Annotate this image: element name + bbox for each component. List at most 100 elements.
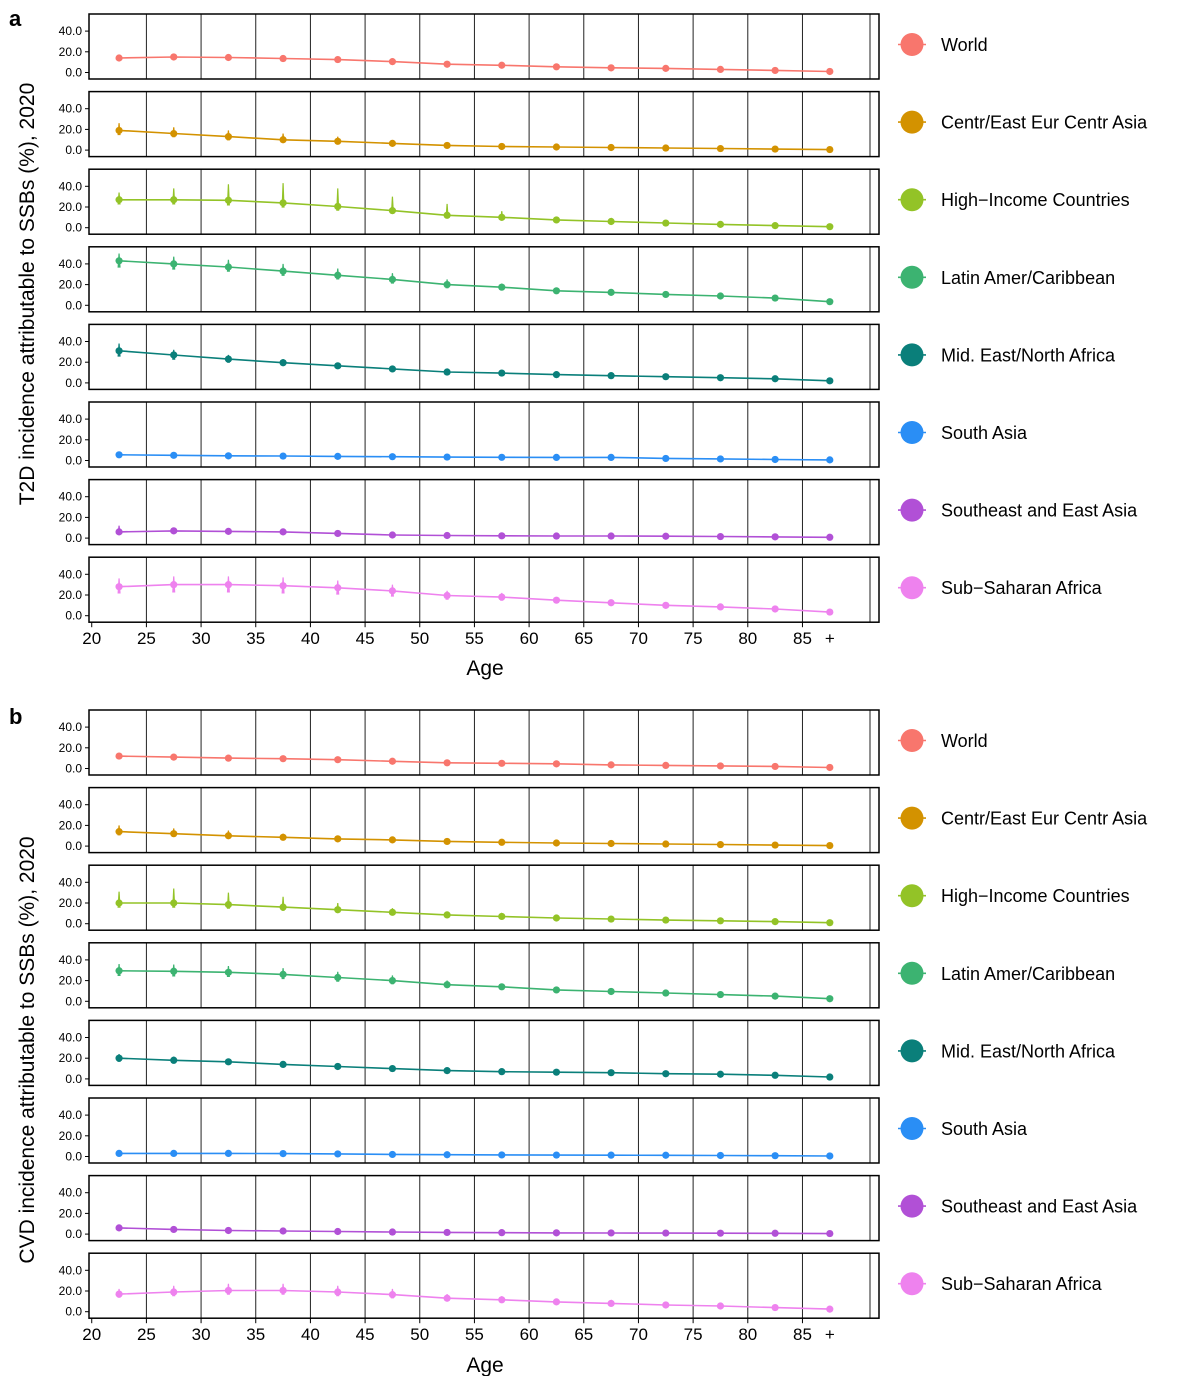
legend-label: High−Income Countries <box>941 190 1130 210</box>
facet-frame <box>88 864 880 931</box>
y-tick-label: 0.0 <box>65 839 82 853</box>
facet-a-4: 0.0 20.0 40.0 Mid. East/North Africa <box>59 323 1116 391</box>
data-point <box>552 596 561 604</box>
data-point <box>716 840 725 849</box>
y-tick-label: 20.0 <box>59 741 83 755</box>
x-axis-title-a: Age <box>466 657 503 680</box>
data-point <box>607 217 615 226</box>
legend-key <box>900 110 924 134</box>
data-point <box>115 1054 123 1062</box>
x-tick-label: 85 <box>793 629 812 648</box>
data-point <box>826 533 834 541</box>
data-point <box>498 213 506 221</box>
data-point <box>552 1298 561 1306</box>
data-point <box>224 133 233 141</box>
y-tick-label: 0.0 <box>65 531 82 545</box>
data-point <box>334 584 342 592</box>
data-point <box>771 1152 779 1160</box>
legend-label: World <box>941 35 988 55</box>
data-point <box>170 351 178 359</box>
x-tick-label: + <box>825 629 835 648</box>
data-point <box>115 528 123 536</box>
data-point <box>552 453 561 461</box>
data-point <box>771 605 779 613</box>
data-point <box>662 532 670 540</box>
data-point <box>826 298 834 306</box>
data-point <box>443 837 451 846</box>
data-point <box>170 196 178 204</box>
data-point <box>443 211 451 219</box>
legend-label: Southeast and East Asia <box>941 1197 1138 1217</box>
data-point <box>388 1228 397 1236</box>
data-point <box>443 759 451 767</box>
data-point <box>279 1227 287 1235</box>
y-tick-label: 40.0 <box>59 798 83 812</box>
legend-key <box>900 421 924 444</box>
y-tick-label: 20.0 <box>59 278 83 292</box>
data-point <box>388 275 397 284</box>
series-line <box>119 830 830 847</box>
data-point <box>224 832 233 840</box>
data-point <box>607 761 615 769</box>
data-point <box>826 1073 834 1081</box>
data-point <box>115 54 123 62</box>
legend-key <box>900 961 924 985</box>
data-point <box>224 53 233 62</box>
data-point <box>662 1070 670 1078</box>
data-point <box>552 143 561 151</box>
data-point <box>498 283 506 291</box>
data-point <box>826 145 834 154</box>
legend-key <box>900 884 924 908</box>
facet-frame <box>88 942 880 1009</box>
data-point <box>443 453 451 461</box>
data-point <box>498 142 506 151</box>
data-point <box>716 1151 725 1160</box>
data-point <box>498 1296 506 1304</box>
data-point <box>224 263 233 271</box>
data-point <box>170 830 178 838</box>
data-point <box>279 528 287 536</box>
data-point <box>443 60 451 68</box>
data-point <box>443 141 451 150</box>
data-point <box>826 995 834 1003</box>
data-point <box>388 587 397 595</box>
facet-frame <box>88 786 880 854</box>
facet-frame <box>88 709 880 776</box>
legend-key <box>900 1117 924 1140</box>
data-point <box>443 1228 451 1237</box>
data-point <box>716 65 725 73</box>
data-point <box>224 1149 233 1157</box>
data-point <box>388 908 397 916</box>
data-point <box>224 581 233 589</box>
facet-b-7: 0.0 20.0 40.0 Sub−Saharan Africa <box>59 1252 1103 1319</box>
data-point <box>115 828 123 836</box>
data-point <box>498 61 506 69</box>
data-point <box>443 368 451 376</box>
data-point <box>826 377 834 385</box>
x-tick-label: 75 <box>684 629 703 648</box>
data-point <box>716 990 725 999</box>
data-point <box>279 199 287 207</box>
data-point <box>552 986 561 994</box>
y-tick-label: 20.0 <box>59 355 83 369</box>
data-point <box>170 451 178 459</box>
data-point <box>607 987 615 996</box>
series-line <box>119 129 830 151</box>
data-point <box>771 918 779 926</box>
x-tick-label: 30 <box>192 629 211 648</box>
data-point <box>552 914 561 922</box>
data-point <box>498 369 506 377</box>
series-line <box>119 583 830 613</box>
data-point <box>170 1056 178 1064</box>
x-tick-label: 45 <box>356 1325 375 1344</box>
x-tick-label: + <box>825 1325 835 1344</box>
legend-key <box>900 729 924 752</box>
y-tick-label: 0.0 <box>65 1227 82 1241</box>
data-point <box>170 1149 178 1157</box>
x-tick-label: 25 <box>137 1325 156 1344</box>
data-point <box>334 55 342 64</box>
data-point <box>224 355 233 363</box>
data-point <box>388 531 397 539</box>
data-point <box>771 841 779 849</box>
